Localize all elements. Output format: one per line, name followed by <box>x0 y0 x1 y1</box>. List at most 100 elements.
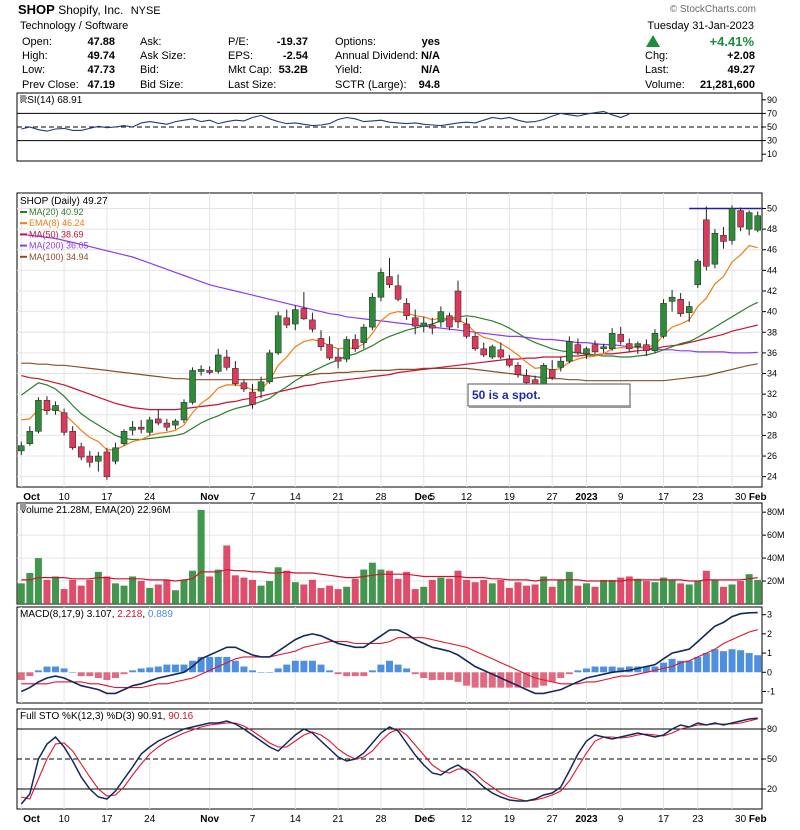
macd-histogram-bar <box>574 670 582 673</box>
y-tick-label: 40 <box>767 307 777 317</box>
macd-histogram-bar <box>69 672 77 673</box>
volume-bar <box>351 578 359 604</box>
y-tick-label: 10 <box>767 149 777 159</box>
y-tick-label: 26 <box>767 451 777 461</box>
header-value: yes <box>422 36 440 48</box>
x-tick-label: 24 <box>144 492 156 503</box>
candle-body <box>429 324 436 329</box>
macd-line <box>20 611 758 695</box>
y-tick-label: 0 <box>767 667 772 677</box>
percent-change: +4.41% <box>709 34 754 49</box>
x-tick-label: 28 <box>375 492 387 503</box>
volume-bar <box>223 545 231 604</box>
candle-body <box>120 431 128 444</box>
volume-bar <box>420 586 428 604</box>
candle-body <box>608 333 616 350</box>
candle-body <box>711 232 719 265</box>
macd-histogram-bar <box>514 672 522 688</box>
volume-bar <box>154 584 162 604</box>
header-label: Bid: <box>140 64 159 76</box>
candle-body <box>26 431 34 444</box>
x-tick-label: 14 <box>290 814 302 825</box>
macd-histogram-bar <box>634 666 642 673</box>
macd-histogram-bar <box>642 666 650 673</box>
volume-bar <box>317 587 325 604</box>
volume-bar <box>206 576 214 604</box>
x-tick-label: Feb <box>749 492 767 503</box>
volume-bar <box>163 579 171 604</box>
exchange: NYSE <box>130 5 161 17</box>
volume-bar <box>685 584 693 604</box>
header-label: Annual Dividend: <box>335 50 418 62</box>
candle-body <box>266 352 273 383</box>
volume-bar <box>608 579 616 604</box>
macd-histogram-bar <box>129 670 137 673</box>
macd-histogram-bar <box>283 664 291 673</box>
y-tick-label: 30 <box>767 410 777 420</box>
ma100-line <box>21 362 758 382</box>
candle-body <box>497 349 505 358</box>
macd-histogram-bar <box>377 664 385 673</box>
candle-body <box>317 338 325 347</box>
y-tick-label: 24 <box>767 472 777 482</box>
macd-histogram-bar <box>334 672 342 675</box>
candle-body <box>129 426 136 431</box>
macd-histogram-bar <box>719 651 727 673</box>
x-tick-label: Nov <box>200 814 219 825</box>
x-tick-label: 7 <box>250 492 256 503</box>
volume-bar <box>523 585 531 604</box>
candle-body <box>214 354 222 372</box>
macd-histogram-bar <box>180 664 188 673</box>
volume-bar <box>634 578 642 604</box>
sto-title-part: Full STO %K(12,3) %D(3) <box>20 711 138 722</box>
header-value: 47.73 <box>87 64 115 76</box>
macd-histogram-bar <box>308 660 316 673</box>
macd-histogram-bar <box>420 672 428 679</box>
volume-bar <box>428 579 436 604</box>
macd-histogram-bar <box>274 668 282 673</box>
sto-title-part: 90.91 <box>138 711 163 722</box>
volume-bar <box>574 585 582 604</box>
candle-body <box>626 343 633 350</box>
macd-histogram-bar <box>146 667 154 673</box>
volume-bar <box>386 570 393 604</box>
volume-bar <box>600 579 608 604</box>
volume-bar <box>171 590 179 604</box>
candle-body <box>668 296 676 302</box>
candle-body <box>506 358 513 366</box>
rsi-title: RSI(14) 68.91 <box>20 95 83 106</box>
volume-bar <box>728 584 736 604</box>
x-tick-label: 28 <box>375 814 387 825</box>
volume-bar <box>266 581 274 604</box>
price-title: SHOP (Daily) 49.27 <box>20 196 108 207</box>
volume-bar <box>694 581 702 604</box>
volume-bar <box>180 579 188 604</box>
macd-histogram-bar <box>591 666 599 673</box>
x-tick-label: 23 <box>692 492 704 503</box>
candle-body <box>420 322 428 327</box>
macd-histogram-bar <box>214 656 222 673</box>
y-tick-label: 2 <box>767 629 772 639</box>
volume-bar <box>531 584 539 604</box>
volume-bar <box>214 569 222 604</box>
y-tick-label: 44 <box>767 265 777 275</box>
macd-title-part: , <box>142 609 148 620</box>
volume-bar <box>120 585 128 604</box>
volume-bar <box>463 579 471 604</box>
candle-body <box>386 276 393 286</box>
header-value: 94.8 <box>419 79 440 91</box>
y-tick-label: -1 <box>767 686 775 696</box>
x-tick-label: 27 <box>547 814 559 825</box>
candle-body <box>69 431 76 449</box>
y-tick-label: 50 <box>767 203 777 213</box>
volume-bar <box>111 583 119 604</box>
volume-bar <box>702 570 710 604</box>
volume-bar <box>754 579 762 604</box>
candle-body <box>411 317 419 327</box>
macd-histogram-bar <box>86 672 94 677</box>
ma20-line <box>20 301 758 441</box>
ma50-line <box>21 324 758 411</box>
candle-body <box>300 308 308 320</box>
macd-histogram-bar <box>694 656 702 673</box>
volume-bar <box>368 562 376 604</box>
